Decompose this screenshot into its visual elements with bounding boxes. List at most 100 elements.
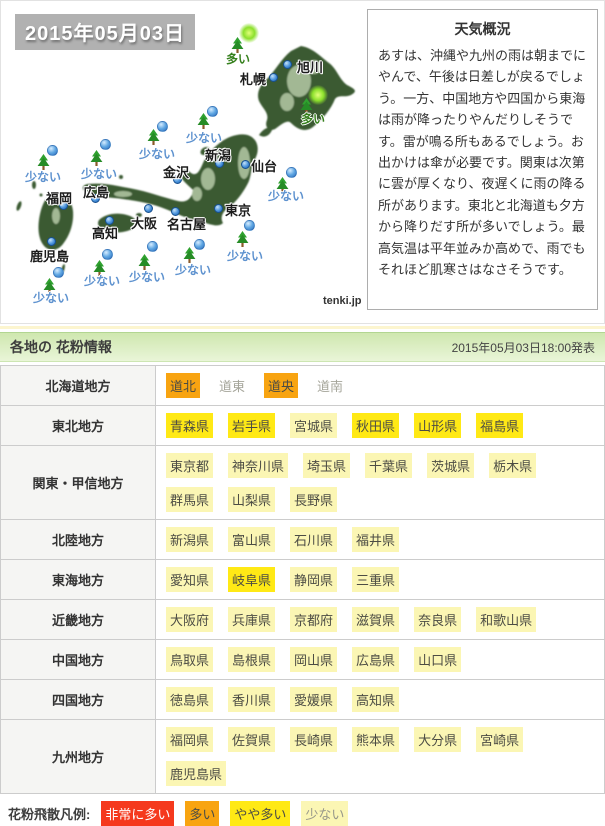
pollen-tree-icon <box>231 37 244 53</box>
prefecture-chip[interactable]: 富山県 <box>228 527 276 552</box>
prefecture-chip: 道南 <box>317 379 344 394</box>
region-label: 中国地方 <box>1 640 156 679</box>
weather-overview-title: 天気概況 <box>454 21 511 37</box>
city-marker <box>59 201 68 210</box>
prefecture-chip[interactable]: 岐阜県 <box>228 567 276 592</box>
prefecture-chip[interactable]: 福岡県 <box>166 727 214 752</box>
prefecture-chip[interactable]: 鳥取県 <box>166 647 214 672</box>
region-row: 近畿地方 大阪府 兵庫県 京都府 滋賀県 奈良県 和歌山県 <box>1 600 604 640</box>
prefecture-chip[interactable]: 広島県 <box>352 647 400 672</box>
region-row: 北海道地方 道北 道東 道央 道南 <box>1 366 604 406</box>
city-marker <box>241 160 250 169</box>
prefecture-chip[interactable]: 三重県 <box>352 567 400 592</box>
prefecture-chip[interactable]: 千葉県 <box>365 453 413 478</box>
prefecture-chip[interactable]: 山梨県 <box>228 487 276 512</box>
pollen-ball-icon <box>147 241 158 252</box>
prefecture-chip[interactable]: 兵庫県 <box>228 607 276 632</box>
prefecture-chip[interactable]: 大阪府 <box>166 607 214 632</box>
prefecture-chip[interactable]: 京都府 <box>290 607 338 632</box>
region-label: 北海道地方 <box>1 366 156 405</box>
region-row: 東海地方 愛知県 岐阜県 静岡県 三重県 <box>1 560 604 600</box>
prefecture-chip[interactable]: 岡山県 <box>290 647 338 672</box>
pollen-burst-icon <box>239 23 259 43</box>
pollen-section-title: 各地の 花粉情報 <box>10 339 112 355</box>
pollen-tree-icon <box>276 177 289 193</box>
prefecture-chip[interactable]: 道北 <box>166 373 201 398</box>
prefecture-chip[interactable]: 宮城県 <box>290 413 338 438</box>
prefecture-chip[interactable]: 福井県 <box>352 527 400 552</box>
pollen-ball-icon <box>47 145 58 156</box>
prefecture-chip[interactable]: 静岡県 <box>290 567 338 592</box>
city-marker <box>171 207 180 216</box>
region-label: 四国地方 <box>1 680 156 719</box>
pollen-burst-icon <box>308 85 328 105</box>
city-label: 広島 <box>83 185 110 200</box>
prefecture-chip[interactable]: 福島県 <box>476 413 524 438</box>
prefecture-chip[interactable]: 愛媛県 <box>290 687 338 712</box>
legend-chip: やや多い <box>230 801 291 826</box>
prefecture-chip[interactable]: 埼玉県 <box>303 453 351 478</box>
prefecture-chip[interactable]: 岩手県 <box>228 413 276 438</box>
pollen-level-label: 少ない <box>227 249 264 263</box>
pollen-tree-icon <box>43 278 56 294</box>
prefecture-chip[interactable]: 山口県 <box>414 647 462 672</box>
prefecture-chip[interactable]: 滋賀県 <box>352 607 400 632</box>
prefecture-chip[interactable]: 神奈川県 <box>228 453 289 478</box>
prefecture-chip[interactable]: 和歌山県 <box>476 607 537 632</box>
prefecture-chip[interactable]: 栃木県 <box>489 453 537 478</box>
city-label: 東京 <box>225 203 252 218</box>
pollen-level-label: 少ない <box>186 131 223 145</box>
pollen-level-label: 少ない <box>25 170 62 184</box>
weather-overview-text: あすは、沖縄や九州の雨は朝までにやんで、午後は日差しが戻るでしょう。一方、中国地… <box>378 48 587 278</box>
prefecture-chip[interactable]: 石川県 <box>290 527 338 552</box>
city-label: 仙台 <box>251 159 278 174</box>
prefecture-chip[interactable]: 島根県 <box>228 647 276 672</box>
city-marker <box>269 73 278 82</box>
region-prefectures: 東京都 神奈川県 埼玉県 千葉県 茨城県 栃木県群馬県 山梨県 長野県 <box>156 446 604 519</box>
pollen-level-label: 少ない <box>139 147 176 161</box>
city-label: 名古屋 <box>167 217 207 232</box>
pollen-tree-icon <box>138 254 151 270</box>
pollen-level-label: 多い <box>226 52 251 66</box>
prefecture-chip[interactable]: 長野県 <box>290 487 338 512</box>
prefecture-chip[interactable]: 長崎県 <box>290 727 338 752</box>
pollen-tree-icon <box>300 98 313 114</box>
prefecture-chip[interactable]: 徳島県 <box>166 687 214 712</box>
prefecture-chip[interactable]: 青森県 <box>166 413 214 438</box>
city-marker <box>105 216 114 225</box>
prefecture-chip[interactable]: 奈良県 <box>414 607 462 632</box>
pollen-ball-icon <box>102 249 113 260</box>
prefecture-chip[interactable]: 道央 <box>264 373 299 398</box>
prefecture-chip[interactable]: 宮崎県 <box>476 727 524 752</box>
pollen-section-header: 各地の 花粉情報 2015年05月03日18:00発表 <box>0 332 605 362</box>
prefecture-chip[interactable]: 群馬県 <box>166 487 214 512</box>
pollen-ball-icon <box>100 139 111 150</box>
region-label: 北陸地方 <box>1 520 156 559</box>
city-label: 旭川 <box>297 60 324 75</box>
prefecture-chip[interactable]: 高知県 <box>352 687 400 712</box>
prefecture-chip[interactable]: 愛知県 <box>166 567 214 592</box>
pollen-tree-icon <box>183 247 196 263</box>
prefecture-chip[interactable]: 山形県 <box>414 413 462 438</box>
map-annotations: 旭川 札幌 仙台 新潟 金沢 東京 名古屋 大阪 広島 福岡 高知 鹿児島 多い 多い 少ない 少ない 少ない少… <box>1 1 366 323</box>
prefecture-chip[interactable]: 鹿児島県 <box>166 761 227 786</box>
prefecture-chip[interactable]: 大分県 <box>414 727 462 752</box>
prefecture-chip[interactable]: 秋田県 <box>352 413 400 438</box>
prefecture-chip[interactable]: 新潟県 <box>166 527 214 552</box>
prefecture-chip[interactable]: 香川県 <box>228 687 276 712</box>
prefecture-chip: 道東 <box>219 379 246 394</box>
pollen-table: 北海道地方 道北 道東 道央 道南 東北地方 青森県 岩手県 宮城県 秋田県 山形県 福島県 関東・甲信… <box>0 365 605 794</box>
pollen-tree-icon <box>37 154 50 170</box>
prefecture-chip[interactable]: 東京都 <box>166 453 214 478</box>
pollen-level-label: 少ない <box>175 263 212 277</box>
city-marker <box>91 194 100 203</box>
pollen-level-label: 少ない <box>268 189 305 203</box>
prefecture-chip[interactable]: 佐賀県 <box>228 727 276 752</box>
legend-label: 花粉飛散凡例: <box>8 807 91 822</box>
city-marker <box>144 204 153 213</box>
city-label: 大阪 <box>131 216 158 231</box>
prefecture-chip[interactable]: 熊本県 <box>352 727 400 752</box>
prefecture-chip[interactable]: 茨城県 <box>427 453 475 478</box>
publish-time: 2015年05月03日18:00発表 <box>451 340 595 355</box>
pollen-ball-icon <box>244 220 255 231</box>
